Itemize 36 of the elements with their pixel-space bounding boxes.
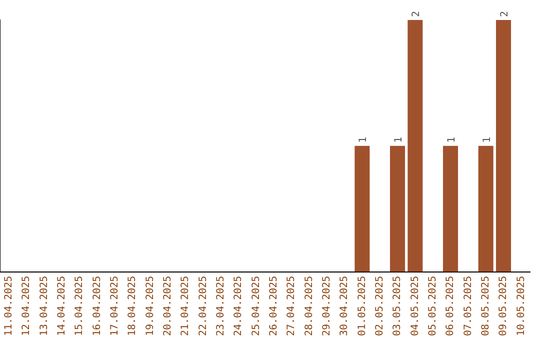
x-tick-label: 30.04.2025 <box>339 276 350 336</box>
x-tick-label: 09.05.2025 <box>498 276 510 336</box>
data-label: 1 <box>358 136 370 143</box>
data-label: 1 <box>482 136 493 143</box>
x-tick-label: 06.05.2025 <box>445 276 456 336</box>
x-tick-label: 11.04.2025 <box>3 276 14 336</box>
x-tick-label: 15.04.2025 <box>74 276 86 336</box>
x-tick-label: 21.04.2025 <box>180 276 192 336</box>
data-label: 2 <box>500 10 510 17</box>
x-tick-label: 02.05.2025 <box>374 276 386 336</box>
x-tick-label: 12.04.2025 <box>21 276 32 336</box>
x-tick-label: 27.04.2025 <box>286 276 298 336</box>
x-tick-label: 23.04.2025 <box>215 276 226 336</box>
x-tick-label: 24.04.2025 <box>233 276 244 336</box>
x-tick-label: 17.04.2025 <box>109 276 120 336</box>
x-tick-label: 10.05.2025 <box>516 276 527 336</box>
x-tick-label: 18.04.2025 <box>127 276 138 336</box>
x-tick-label: 28.04.2025 <box>304 276 315 336</box>
x-tick-label: 26.04.2025 <box>268 276 280 336</box>
x-tick-label: 04.05.2025 <box>410 276 421 336</box>
x-tick-label: 20.04.2025 <box>162 276 174 336</box>
x-tick-label: 08.05.2025 <box>480 276 492 336</box>
x-tick-label: 03.05.2025 <box>392 276 404 336</box>
x-tick-label: 01.05.2025 <box>356 276 368 336</box>
x-tick-label: 25.04.2025 <box>250 276 262 336</box>
x-tick-label: 14.04.2025 <box>56 276 68 336</box>
x-tick-label: 22.04.2025 <box>198 276 209 336</box>
x-tick-label: 05.05.2025 <box>427 276 438 336</box>
data-label: 1 <box>394 136 404 143</box>
x-tick-label: 13.04.2025 <box>38 276 50 336</box>
x-tick-label: 07.05.2025 <box>462 276 474 336</box>
x-tick-label: 29.04.2025 <box>321 276 332 336</box>
data-label: 1 <box>446 136 458 143</box>
x-tick-label: 19.04.2025 <box>144 276 156 336</box>
data-label: 2 <box>411 10 422 17</box>
x-tick-label: 16.04.2025 <box>92 276 103 336</box>
